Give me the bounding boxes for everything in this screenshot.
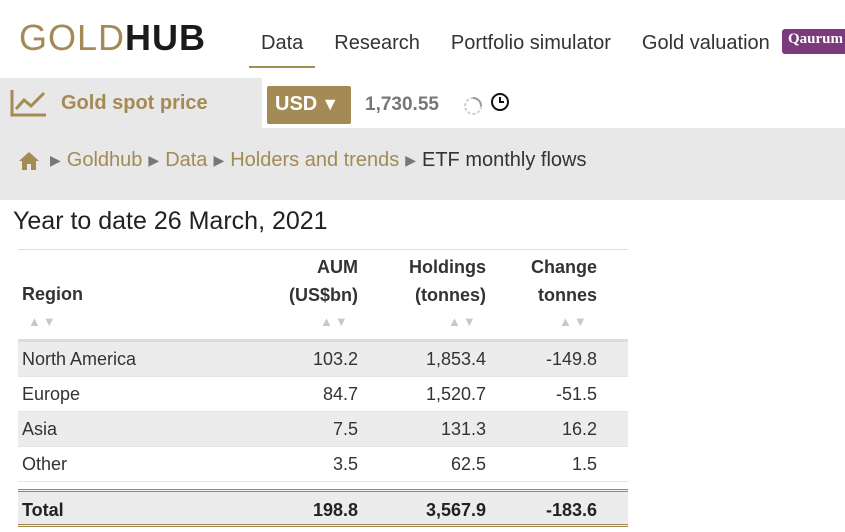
sort-holdings-icon[interactable]: ▲▼ bbox=[448, 314, 478, 329]
total-change: -183.6 bbox=[545, 500, 597, 520]
header-holdings-line2: (tonnes) bbox=[415, 285, 486, 305]
header-region[interactable]: Region bbox=[22, 284, 83, 304]
sort-aum-icon[interactable]: ▲▼ bbox=[320, 314, 350, 329]
cell-region: Other bbox=[22, 454, 68, 474]
breadcrumb-separator-icon: ▶ bbox=[148, 152, 160, 168]
sort-region-icon[interactable]: ▲▼ bbox=[28, 314, 58, 329]
sort-change-icon[interactable]: ▲▼ bbox=[559, 314, 589, 329]
breadcrumb-bar: ▶ Goldhub ▶ Data ▶ Holders and trends ▶ … bbox=[0, 128, 845, 200]
cell-holdings: 131.3 bbox=[440, 419, 486, 439]
main-nav: Data Research Portfolio simulator Gold v… bbox=[249, 22, 782, 70]
cell-region: Europe bbox=[22, 384, 81, 404]
nav-data[interactable]: Data bbox=[249, 22, 316, 68]
spot-price-bar: Gold spot price USD ▼ 1,730.55 bbox=[0, 78, 845, 128]
logo-gold-text: GOLD bbox=[19, 17, 126, 58]
home-icon[interactable] bbox=[18, 150, 40, 172]
total-aum: 198.8 bbox=[312, 500, 358, 520]
currency-label: USD bbox=[275, 93, 318, 115]
spot-price-label-box[interactable]: Gold spot price bbox=[0, 78, 262, 128]
header-aum-line1: AUM bbox=[317, 257, 358, 277]
spot-price-label: Gold spot price bbox=[61, 92, 208, 114]
cell-aum: 7.5 bbox=[332, 419, 358, 439]
cell-aum: 3.5 bbox=[332, 454, 358, 474]
breadcrumb-separator-icon: ▶ bbox=[405, 152, 416, 168]
nav-portfolio-simulator[interactable]: Portfolio simulator bbox=[450, 32, 611, 54]
breadcrumb-goldhub[interactable]: Goldhub bbox=[66, 149, 143, 171]
header-change-line1: Change bbox=[530, 257, 597, 277]
header-holdings[interactable]: Holdings (tonnes) bbox=[409, 253, 486, 309]
total-holdings: 3,567.9 bbox=[425, 500, 486, 520]
cell-change: -149.8 bbox=[545, 349, 597, 369]
cell-change: 1.5 bbox=[571, 454, 597, 474]
total-label: Total bbox=[22, 500, 64, 520]
cell-holdings: 62.5 bbox=[450, 454, 486, 474]
qaurum-badge[interactable]: Qaurum bbox=[782, 29, 845, 54]
cell-aum: 84.7 bbox=[322, 384, 358, 404]
table-header: Region AUM (US$bn) Holdings (tonnes) Cha… bbox=[18, 250, 628, 342]
goldhub-logo[interactable]: GOLDHUB bbox=[19, 18, 206, 58]
cell-aum: 103.2 bbox=[312, 349, 358, 369]
nav-research[interactable]: Research bbox=[334, 32, 420, 54]
spot-price-value: 1,730.55 bbox=[365, 94, 439, 115]
breadcrumb-holders-and-trends[interactable]: Holders and trends bbox=[230, 149, 400, 171]
header-change[interactable]: Change tonnes bbox=[531, 253, 597, 309]
header-holdings-line1: Holdings bbox=[409, 257, 486, 277]
chart-line-icon bbox=[10, 90, 46, 117]
site-header: GOLDHUB Data Research Portfolio simulato… bbox=[0, 0, 845, 78]
cell-holdings: 1,853.4 bbox=[425, 349, 486, 369]
table-row: Other 3.5 62.5 1.5 bbox=[18, 447, 628, 482]
breadcrumb-data[interactable]: Data bbox=[165, 149, 208, 171]
table-total-row: Total 198.8 3,567.9 -183.6 bbox=[18, 489, 628, 527]
table-row: Europe 84.7 1,520.7 -51.5 bbox=[18, 377, 628, 412]
currency-dropdown[interactable]: USD ▼ bbox=[267, 86, 351, 124]
logo-hub-text: HUB bbox=[125, 17, 207, 58]
header-aum[interactable]: AUM (US$bn) bbox=[289, 253, 358, 309]
table-row: Asia 7.5 131.3 16.2 bbox=[18, 412, 628, 447]
cell-change: 16.2 bbox=[561, 419, 597, 439]
header-aum-line2: (US$bn) bbox=[289, 285, 358, 305]
page-title: Year to date 26 March, 2021 bbox=[13, 207, 328, 235]
caret-down-icon: ▼ bbox=[321, 94, 340, 114]
breadcrumb-separator-icon: ▶ bbox=[50, 152, 61, 168]
etf-flows-table: Region AUM (US$bn) Holdings (tonnes) Cha… bbox=[18, 249, 628, 527]
cell-holdings: 1,520.7 bbox=[425, 384, 486, 404]
table-row: North America 103.2 1,853.4 -149.8 bbox=[18, 342, 628, 377]
breadcrumb-separator-icon: ▶ bbox=[213, 152, 225, 168]
loading-spinner-icon bbox=[464, 97, 482, 115]
nav-gold-valuation[interactable]: Gold valuation bbox=[641, 32, 770, 54]
cell-region: North America bbox=[22, 349, 137, 369]
breadcrumb: ▶ Goldhub ▶ Data ▶ Holders and trends ▶ … bbox=[18, 149, 586, 172]
cell-change: -51.5 bbox=[555, 384, 597, 404]
cell-region: Asia bbox=[22, 419, 58, 439]
clock-icon[interactable] bbox=[490, 92, 510, 112]
breadcrumb-current: ETF monthly flows bbox=[421, 149, 587, 171]
header-change-line2: tonnes bbox=[537, 285, 597, 305]
